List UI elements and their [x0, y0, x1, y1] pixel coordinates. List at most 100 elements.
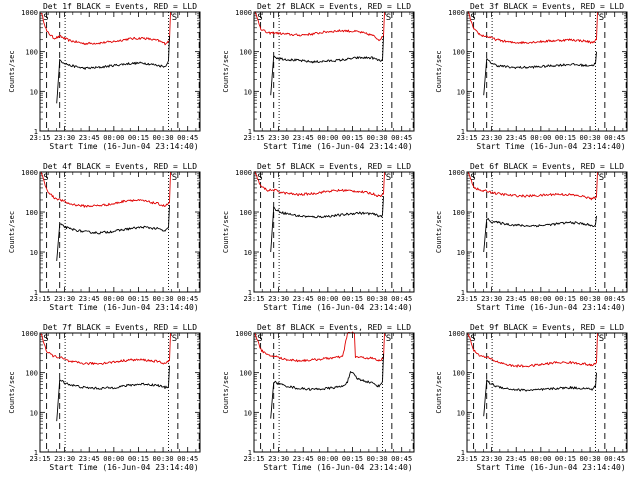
x-tick-label: 23:30: [54, 295, 75, 303]
x-tick-label: 23:45: [293, 134, 314, 142]
x-tick-label: 23:45: [506, 295, 527, 303]
x-tick-label: 23:30: [268, 295, 289, 303]
x-tick-label: 23:15: [243, 295, 264, 303]
series-lld-line: [467, 171, 598, 201]
series-events-line: [56, 35, 170, 104]
x-axis-label: Start Time (16-Jun-04 23:14:40): [263, 463, 412, 472]
x-tick-label: 00:15: [342, 295, 363, 303]
x-tick-label: 00:15: [128, 134, 149, 142]
y-tick-label: 100: [25, 49, 38, 57]
x-tick-label: 23:15: [456, 134, 477, 142]
plot-frame: [466, 11, 628, 132]
y-tick-label: 10: [30, 88, 38, 96]
plot-frame: [39, 11, 201, 132]
series-events-line: [270, 35, 384, 96]
x-tick-label: 00:45: [604, 455, 625, 463]
segment-marker: S: [470, 173, 475, 183]
y-tick-label: 1: [248, 449, 252, 457]
series-events-line: [483, 372, 597, 417]
y-tick-label: 10: [30, 409, 38, 417]
series-events-line: [483, 215, 597, 253]
segment-marker: S: [43, 334, 48, 344]
panel-detector-3f: Det 3f BLACK = Events, RED = LLD Counts/s…: [435, 2, 628, 151]
x-tick-label: 00:45: [604, 134, 625, 142]
plot-frame: [39, 332, 201, 453]
y-axis-label: Counts/sec: [8, 50, 16, 92]
y-tick-label: 1000: [448, 9, 465, 17]
x-tick-label: 00:15: [555, 455, 576, 463]
x-tick-label: 00:00: [103, 295, 124, 303]
panel-title: Det 5f BLACK = Events, RED = LLD: [257, 162, 411, 171]
panel-title: Det 3f BLACK = Events, RED = LLD: [470, 2, 624, 11]
x-tick-label: 00:00: [317, 134, 338, 142]
x-axis-label: Start Time (16-Jun-04 23:14:40): [49, 142, 198, 151]
x-tick-label: 00:45: [391, 455, 412, 463]
x-tick-label: 23:30: [481, 134, 502, 142]
y-tick-label: 100: [25, 370, 38, 378]
panel-detector-6f: Det 6f BLACK = Events, RED = LLD Counts/s…: [435, 162, 628, 312]
panel-title: Det 2f BLACK = Events, RED = LLD: [257, 2, 411, 11]
segment-marker: S: [386, 334, 391, 344]
panel-detector-2f: Det 2f BLACK = Events, RED = LLD Counts/s…: [222, 2, 415, 151]
x-tick-label: 00:30: [367, 134, 388, 142]
x-tick-label: 00:00: [103, 134, 124, 142]
panel-detector-1f: Det 1f BLACK = Events, RED = LLD Counts/s…: [8, 2, 201, 151]
x-tick-label: 00:45: [177, 295, 198, 303]
x-tick-label: 23:45: [79, 295, 100, 303]
y-tick-label: 10: [244, 249, 252, 257]
x-tick-label: 00:30: [153, 295, 174, 303]
segment-marker: S: [599, 13, 604, 23]
segment-marker: S: [257, 334, 262, 344]
y-axis-label: Counts/sec: [435, 211, 443, 253]
y-tick-label: 100: [25, 209, 38, 217]
plot-frame: [253, 332, 415, 453]
series-lld-line: [40, 332, 171, 366]
x-tick-label: 00:00: [530, 295, 551, 303]
series-events-line: [270, 196, 384, 253]
segment-marker: S: [386, 173, 391, 183]
series-lld-line: [254, 11, 385, 42]
y-tick-label: 10: [244, 409, 252, 417]
y-tick-label: 10: [30, 249, 38, 257]
y-axis-label: Counts/sec: [222, 50, 230, 92]
panel-detector-7f: Det 7f BLACK = Events, RED = LLD Counts/s…: [8, 323, 201, 472]
plot-frame: [39, 171, 201, 293]
x-axis-label: Start Time (16-Jun-04 23:14:40): [263, 303, 412, 312]
x-axis-label: Start Time (16-Jun-04 23:14:40): [476, 463, 625, 472]
x-tick-label: 23:15: [456, 455, 477, 463]
series-events-line: [56, 365, 170, 422]
x-tick-label: 23:15: [456, 295, 477, 303]
x-tick-label: 00:15: [555, 134, 576, 142]
x-tick-label: 23:45: [293, 455, 314, 463]
x-tick-label: 23:15: [29, 295, 50, 303]
segment-marker: S: [470, 13, 475, 23]
segment-marker: S: [386, 13, 391, 23]
series-lld-line: [467, 11, 598, 45]
x-tick-label: 00:30: [580, 295, 601, 303]
y-tick-label: 1000: [448, 330, 465, 338]
x-tick-label: 00:15: [342, 134, 363, 142]
series-events-line: [56, 204, 170, 261]
y-tick-label: 1: [461, 289, 465, 297]
y-axis-label: Counts/sec: [435, 50, 443, 92]
x-tick-label: 00:45: [604, 295, 625, 303]
x-tick-label: 00:00: [317, 295, 338, 303]
segment-marker: S: [172, 173, 177, 183]
y-tick-label: 1: [248, 128, 252, 136]
x-tick-label: 23:15: [29, 455, 50, 463]
panel-detector-9f: Det 9f BLACK = Events, RED = LLD Counts/s…: [435, 323, 628, 472]
segment-marker: S: [257, 13, 262, 23]
y-tick-label: 1000: [21, 9, 38, 17]
series-events-line: [270, 353, 384, 419]
y-tick-label: 100: [452, 49, 465, 57]
y-tick-label: 1000: [235, 330, 252, 338]
x-tick-label: 00:15: [128, 295, 149, 303]
x-tick-label: 00:00: [530, 455, 551, 463]
x-tick-label: 00:15: [342, 455, 363, 463]
series-events-line: [483, 51, 597, 96]
y-axis-label: Counts/sec: [222, 371, 230, 413]
segment-marker: S: [257, 173, 262, 183]
segment-marker: S: [172, 334, 177, 344]
